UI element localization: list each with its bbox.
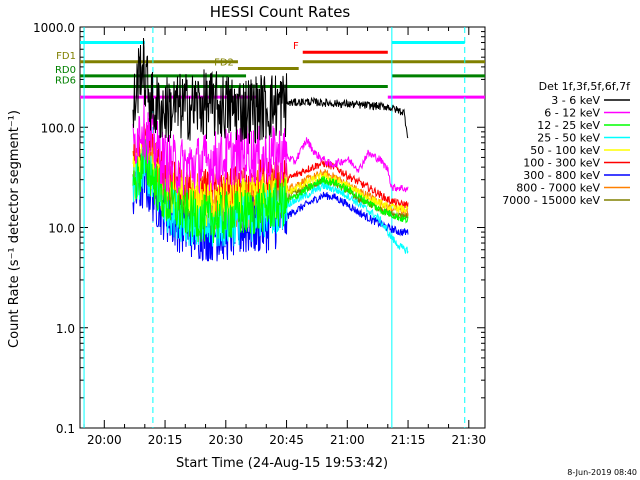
axes-frame [79, 26, 486, 429]
x-axis-label: Start Time (24-Aug-15 19:53:42) [176, 456, 388, 471]
legend-label: 100 - 300 keV [523, 157, 600, 170]
legend-title: Det 1f,3f,5f,6f,7f [539, 80, 632, 93]
legend-label: 50 - 100 keV [530, 144, 600, 157]
x-tick-label: 21:30 [452, 433, 487, 447]
timestamp: 8-Jun-2019 08:40 [567, 468, 637, 477]
series-line [132, 139, 409, 244]
y-tick-label: 10.0 [48, 222, 75, 236]
chart-title: HESSI Count Rates [210, 3, 351, 21]
legend-label: 25 - 50 keV [537, 132, 600, 145]
y-axis-label: Count Rate (s⁻¹ detector segment⁻¹) [7, 110, 22, 348]
flag-label: RD6 [55, 75, 76, 86]
x-tick-label: 21:00 [330, 433, 365, 447]
y-tick-label: 100.0 [41, 121, 75, 135]
y-tick-label: 1.0 [56, 322, 75, 336]
flag-label: RD0 [55, 65, 76, 76]
y-tick-label: 0.1 [56, 422, 75, 436]
flag-label: FD2 [214, 58, 234, 69]
series-line [132, 98, 409, 196]
tick-labels: 20:00 20:15 20:30 20:45 21:00 21:15 21:30 0.1 1.… [33, 21, 486, 447]
series-line [132, 37, 409, 144]
legend-label: 800 - 7000 keV [516, 182, 600, 195]
legend-label: 12 - 25 keV [537, 119, 600, 132]
series-lines [132, 37, 409, 262]
legend-label: 7000 - 15000 keV [502, 194, 600, 207]
x-tick-label: 20:45 [269, 433, 304, 447]
flag-label: F [293, 41, 299, 52]
x-tick-label: 21:15 [391, 433, 426, 447]
flag-label: FD1 [56, 51, 76, 62]
x-tick-label: 20:15 [148, 433, 183, 447]
legend-label: 3 - 6 keV [551, 94, 600, 107]
x-tick-label: 20:00 [87, 433, 122, 447]
x-tick-label: 20:30 [209, 433, 244, 447]
legend-label: 300 - 800 keV [523, 169, 600, 182]
legend-label: 6 - 12 keV [544, 107, 600, 120]
y-tick-label: 1000.0 [33, 21, 75, 35]
